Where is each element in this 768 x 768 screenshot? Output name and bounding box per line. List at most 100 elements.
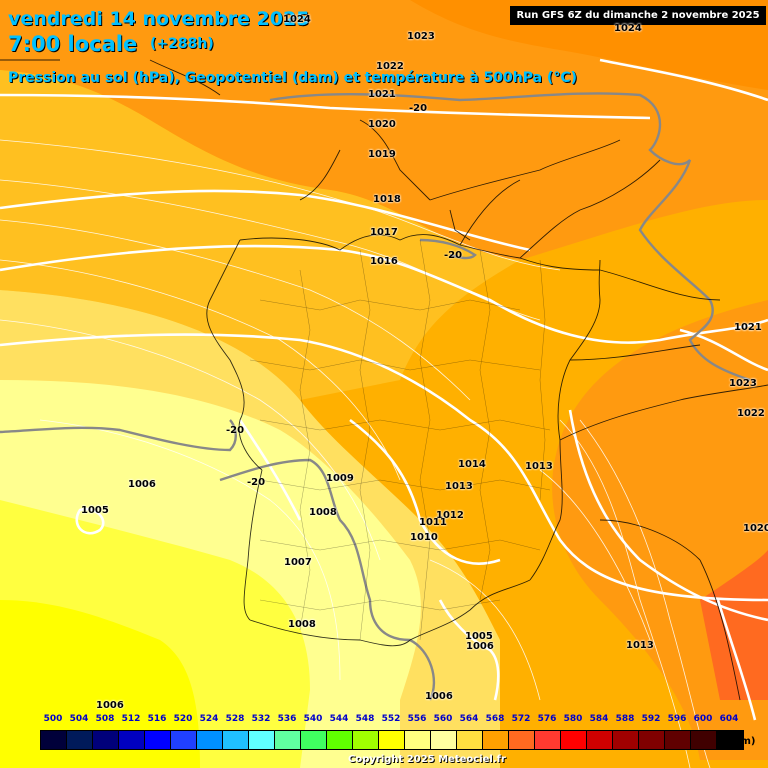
scale-values: 500 504 508 512 516 520 524 528 532 536 540 544 548 5… <box>40 714 739 728</box>
pressure-label: 1019 <box>368 149 396 160</box>
pressure-label: 1005 <box>81 505 109 516</box>
scale-value: 576 <box>537 714 557 724</box>
color-scale-bar <box>40 730 744 750</box>
pressure-label: 1011 <box>419 517 447 528</box>
scale-value: 588 <box>615 714 635 724</box>
scale-swatch <box>587 731 613 749</box>
scale-value: 600 <box>693 714 713 724</box>
scale-swatch <box>41 731 67 749</box>
scale-swatch <box>145 731 171 749</box>
scale-swatch <box>639 731 665 749</box>
scale-swatch <box>67 731 93 749</box>
pressure-label: 1007 <box>284 557 312 568</box>
pressure-label: 1021 <box>368 89 396 100</box>
pressure-label: 1020 <box>368 119 396 130</box>
lead-time: (+288h) <box>150 36 214 52</box>
pressure-label: 1006 <box>466 641 494 652</box>
pressure-label: 1008 <box>309 507 337 518</box>
pressure-label: 1013 <box>445 481 473 492</box>
scale-swatch <box>327 731 353 749</box>
scale-value: 540 <box>303 714 323 724</box>
temperature-label: -20 <box>226 425 245 436</box>
scale-value: 560 <box>433 714 453 724</box>
scale-swatch <box>405 731 431 749</box>
map-time-title: 7:00 locale <box>8 32 138 56</box>
scale-swatch <box>93 731 119 749</box>
band-576 <box>700 550 768 700</box>
scale-swatch <box>535 731 561 749</box>
scale-value: 504 <box>69 714 89 724</box>
scale-value: 520 <box>173 714 193 724</box>
scale-swatch <box>379 731 405 749</box>
pressure-label: 1023 <box>729 378 757 389</box>
pressure-label: 1006 <box>128 479 156 490</box>
scale-value: 552 <box>381 714 401 724</box>
temperature-label: -20 <box>409 103 428 114</box>
pressure-label: 1024 <box>614 23 642 34</box>
scale-swatch <box>197 731 223 749</box>
scale-value: 500 <box>43 714 63 724</box>
scale-swatch <box>275 731 301 749</box>
scale-value: 508 <box>95 714 115 724</box>
pressure-label: 1006 <box>425 691 453 702</box>
scale-swatch <box>483 731 509 749</box>
band-564 <box>0 70 520 400</box>
scale-value: 604 <box>719 714 739 724</box>
scale-value: 564 <box>459 714 479 724</box>
pressure-label: 1006 <box>96 700 124 711</box>
scale-swatch <box>665 731 691 749</box>
isotherms <box>0 139 711 768</box>
scale-value: 512 <box>121 714 141 724</box>
scale-value: 584 <box>589 714 609 724</box>
scale-value: 568 <box>485 714 505 724</box>
scale-value: 596 <box>667 714 687 724</box>
scale-value: 516 <box>147 714 167 724</box>
scale-value: 572 <box>511 714 531 724</box>
pressure-label: 1023 <box>407 31 435 42</box>
pressure-label: 1021 <box>734 322 762 333</box>
pressure-label: 1005 <box>465 631 493 642</box>
temperature-label: -20 <box>247 477 266 488</box>
scale-swatch <box>223 731 249 749</box>
copyright: Copyright 2025 Meteociel.fr <box>348 754 506 765</box>
scale-value: 532 <box>251 714 271 724</box>
map-subtitle: Pression au sol (hPa), Geopotentiel (dam… <box>8 70 577 86</box>
scale-swatch <box>301 731 327 749</box>
scale-value: 548 <box>355 714 375 724</box>
scale-unit: (dam) <box>722 736 756 747</box>
pressure-label: 1013 <box>525 461 553 472</box>
pressure-label: 1012 <box>436 510 464 521</box>
scale-swatch <box>171 731 197 749</box>
pressure-label: 1022 <box>376 61 404 72</box>
scale-value: 536 <box>277 714 297 724</box>
pressure-label: 1020 <box>743 523 768 534</box>
scale-swatch <box>691 731 717 749</box>
scale-value: 592 <box>641 714 661 724</box>
scale-swatch <box>431 731 457 749</box>
departments <box>249 239 551 641</box>
scale-swatch <box>509 731 535 749</box>
scale-value: 556 <box>407 714 427 724</box>
scale-swatch <box>561 731 587 749</box>
scale-value: 528 <box>225 714 245 724</box>
pressure-label: 1016 <box>370 256 398 267</box>
borders <box>0 59 768 701</box>
pressure-label: 1022 <box>737 408 765 419</box>
pressure-label: 1014 <box>458 459 486 470</box>
scale-swatch <box>249 731 275 749</box>
scale-swatch <box>717 731 743 749</box>
pressure-label: 1018 <box>373 194 401 205</box>
scale-swatch <box>613 731 639 749</box>
pressure-label: 1010 <box>410 532 438 543</box>
scale-value: 524 <box>199 714 219 724</box>
pressure-label: 1017 <box>370 227 398 238</box>
pressure-label: 1024 <box>283 14 311 25</box>
scale-value: 580 <box>563 714 583 724</box>
pressure-label: 1009 <box>326 473 354 484</box>
map-date-title: vendredi 14 novembre 2025 <box>8 8 310 30</box>
run-info: Run GFS 6Z du dimanche 2 novembre 2025 <box>510 6 766 25</box>
pressure-label: 1008 <box>288 619 316 630</box>
